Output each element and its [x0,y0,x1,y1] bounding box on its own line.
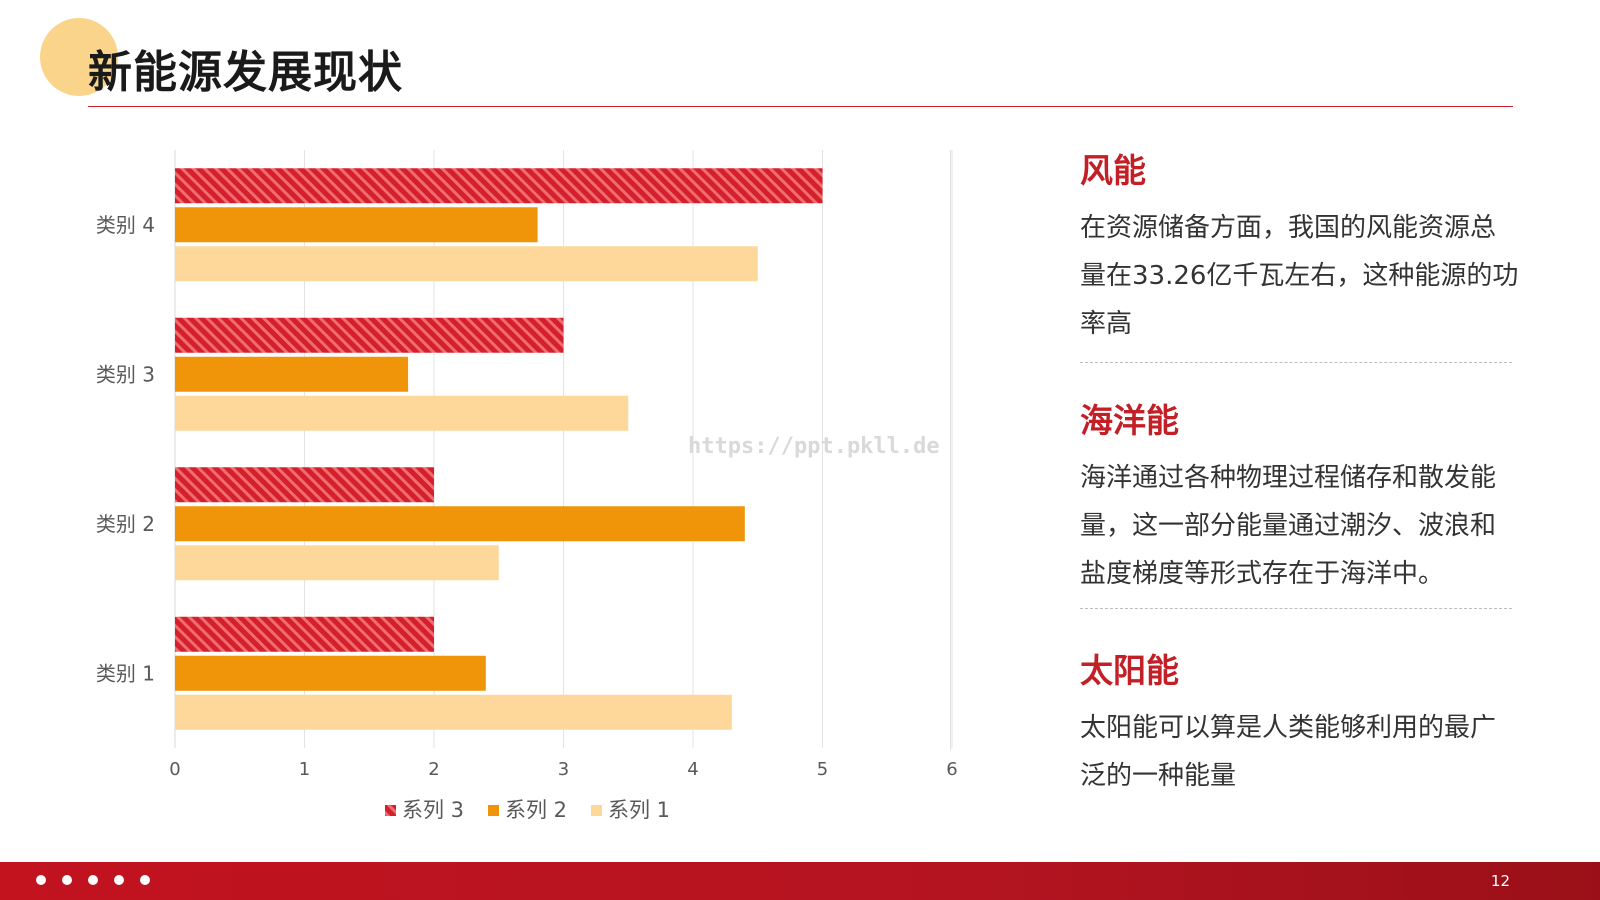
x-tick-label: 3 [558,759,569,780]
bar [175,168,823,204]
page-number: 12 [1490,872,1510,890]
x-tick-label: 6 [946,759,957,780]
panel-divider [1080,608,1512,609]
footer-bar: 12 [0,862,1600,900]
panel-wind: 风能 在资源储备方面，我国的风能资源总量在33.26亿千瓦左右，这种能源的功率高 [1080,144,1520,348]
bar [175,655,486,691]
title-decoration-circle [40,18,118,96]
panel-heading-wind: 风能 [1080,151,1146,190]
footer-dot [140,875,150,885]
panel-solar: 太阳能 太阳能可以算是人类能够利用的最广泛的一种能量 [1080,644,1520,800]
footer-dots [36,875,150,885]
panel-heading-ocean: 海洋能 [1080,401,1179,440]
bar [175,506,745,542]
panel-body-solar: 太阳能可以算是人类能够利用的最广泛的一种能量 [1080,713,1497,791]
category-label: 类别 3 [96,362,155,386]
panel-ocean: 海洋能 海洋通过各种物理过程储存和散发能量，这一部分能量通过潮汐、波浪和盐度梯度… [1080,394,1520,598]
bar [175,317,564,353]
panel-divider [1080,362,1512,363]
bar [175,467,434,503]
bar [175,246,758,282]
bar [175,545,499,581]
bar [175,694,732,730]
footer-dot [114,875,124,885]
legend-swatch [591,805,602,816]
footer-dot [88,875,98,885]
bar [175,356,409,392]
category-label: 类别 1 [96,661,155,685]
bar [175,395,629,431]
category-label: 类别 2 [96,512,155,536]
vertical-divider [950,150,951,750]
panel-heading-solar: 太阳能 [1080,651,1179,690]
page-title: 新能源发展现状 [88,47,403,98]
legend-label: 系列 3 [402,798,464,822]
category-label: 类别 4 [96,213,155,237]
legend-label: 系列 1 [608,798,670,822]
legend-swatch [385,805,396,816]
bar [175,207,538,243]
legend-swatch [488,805,499,816]
x-tick-label: 5 [817,759,828,780]
x-tick-label: 0 [169,759,180,780]
x-tick-label: 1 [299,759,310,780]
watermark-text: https://ppt.pkll.de [688,434,940,459]
footer-dot [62,875,72,885]
x-tick-label: 4 [687,759,698,780]
x-tick-label: 2 [428,759,439,780]
title-underline [88,106,1513,107]
panel-body-wind: 在资源储备方面，我国的风能资源总量在33.26亿千瓦左右，这种能源的功率高 [1080,213,1519,339]
legend-label: 系列 2 [505,798,567,822]
footer-dot [36,875,46,885]
bar [175,616,434,652]
panel-body-ocean: 海洋通过各种物理过程储存和散发能量，这一部分能量通过潮汐、波浪和盐度梯度等形式存… [1080,463,1497,589]
